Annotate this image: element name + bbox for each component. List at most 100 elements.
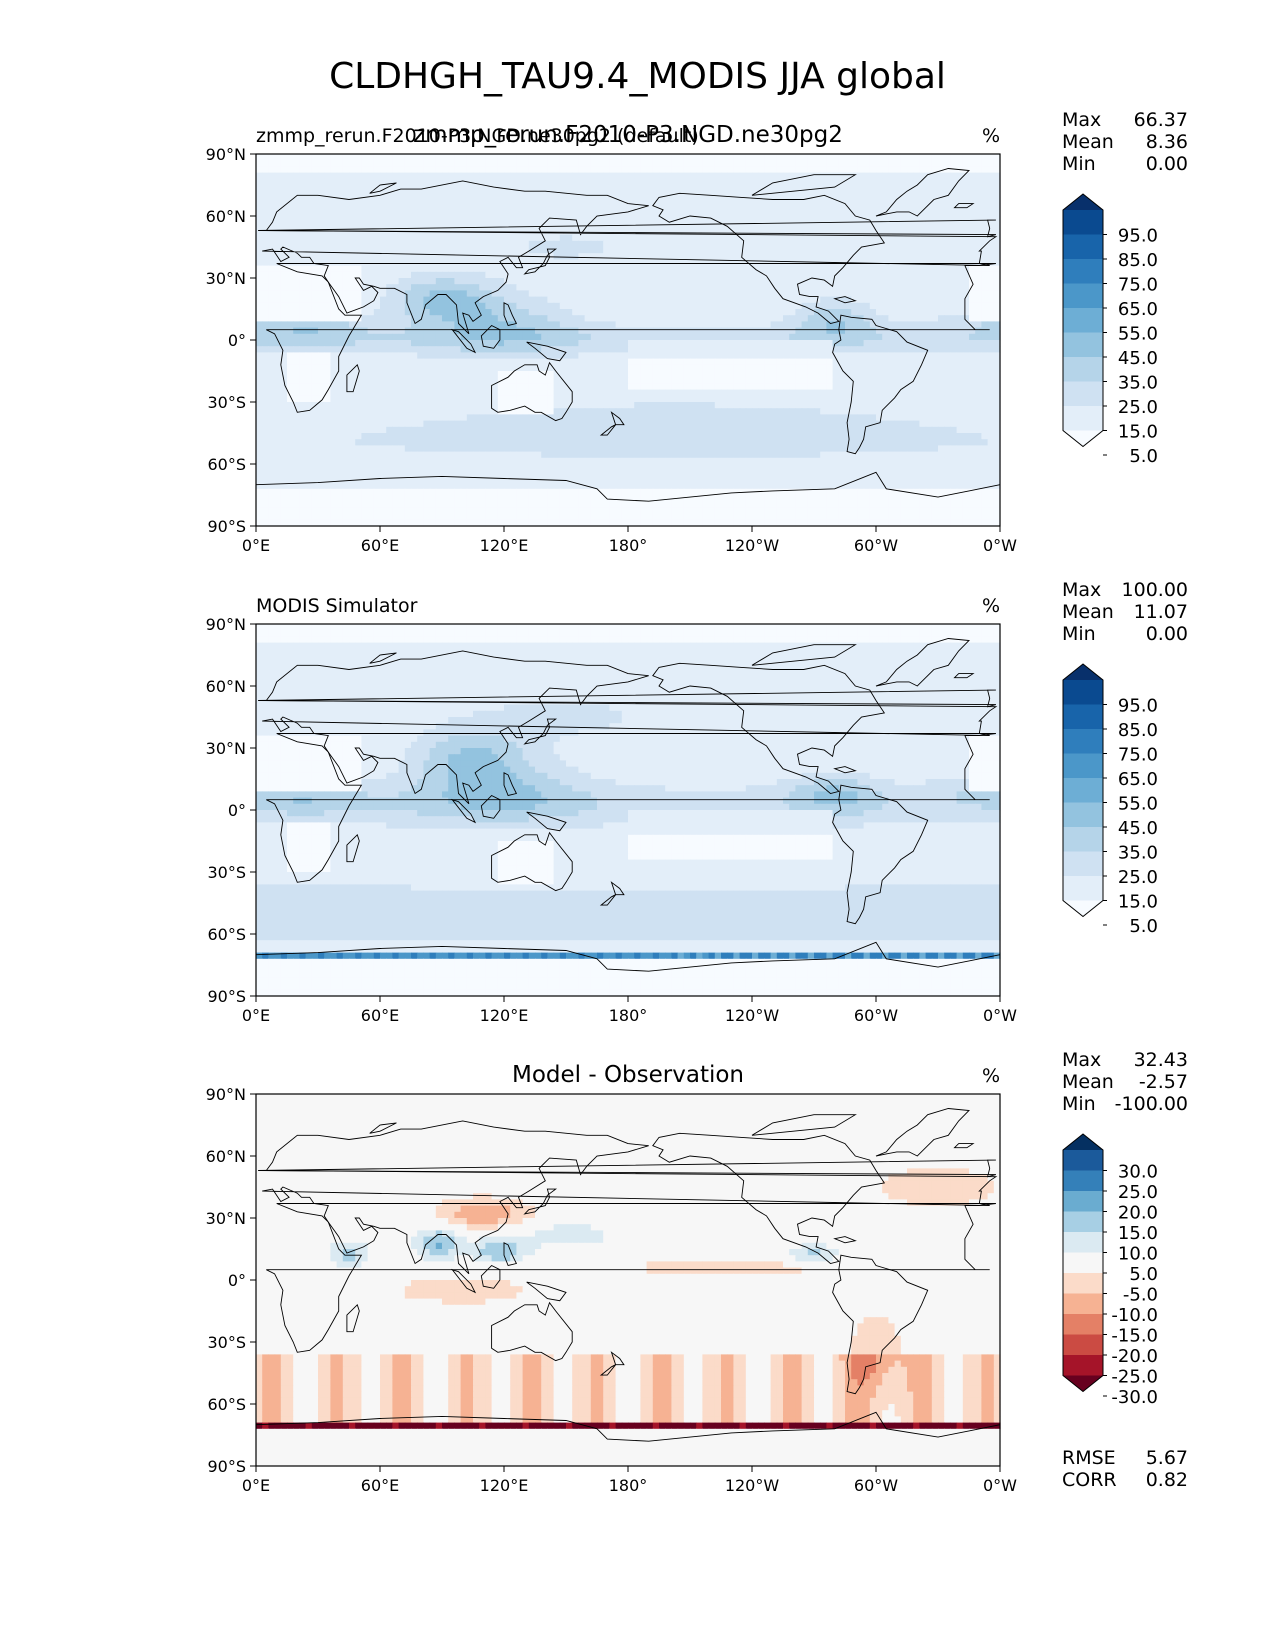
field-cell [709, 185, 716, 192]
field-cell [752, 365, 759, 372]
field-cell [944, 346, 951, 353]
field-cell [895, 241, 902, 248]
field-cell [771, 216, 778, 223]
field-cell [411, 266, 418, 273]
field-cell [287, 185, 294, 192]
field-cell [281, 179, 288, 186]
field-cell [901, 290, 908, 297]
field-cell [647, 235, 654, 242]
field-cell [671, 204, 678, 211]
field-cell [727, 216, 734, 223]
field-cell [795, 272, 802, 279]
field-cell [578, 173, 585, 180]
field-cell [578, 402, 585, 409]
field-cell [944, 284, 951, 291]
field-cell [535, 278, 542, 285]
field-cell [981, 359, 988, 366]
field-cell [721, 352, 728, 359]
field-cell [361, 166, 368, 173]
field-cell [299, 235, 306, 242]
field-cell [386, 197, 393, 204]
field-cell [764, 204, 771, 211]
field-cell [845, 191, 852, 198]
field-cell [318, 222, 325, 229]
field-cell [932, 235, 939, 242]
field-cell [721, 309, 728, 316]
field-cell [981, 309, 988, 316]
field-cell [262, 290, 269, 297]
field-cell [802, 328, 809, 335]
field-cell [566, 321, 573, 328]
field-cell [541, 216, 548, 223]
field-cell [833, 402, 840, 409]
field-cell [777, 253, 784, 260]
field-cell [603, 297, 610, 304]
field-cell [461, 197, 468, 204]
field-cell [851, 284, 858, 291]
field-cell [919, 173, 926, 180]
field-cell [318, 334, 325, 341]
field-cell [795, 309, 802, 316]
field-cell [262, 154, 269, 161]
field-cell [839, 160, 846, 167]
field-cell [287, 272, 294, 279]
field-cell [423, 179, 430, 186]
field-cell [454, 241, 461, 248]
field-cell [814, 222, 821, 229]
field-cell [696, 278, 703, 285]
field-cell [523, 309, 530, 316]
field-cell [659, 365, 666, 372]
field-cell [851, 290, 858, 297]
field-cell [504, 241, 511, 248]
field-cell [566, 154, 573, 161]
field-cell [306, 396, 313, 403]
field-cell [430, 390, 437, 397]
field-cell [628, 303, 635, 310]
field-cell [386, 210, 393, 217]
field-cell [405, 315, 412, 322]
field-cell [442, 383, 449, 390]
field-cell [926, 365, 933, 372]
field-cell [777, 235, 784, 242]
field-cell [715, 278, 722, 285]
field-cell [634, 309, 641, 316]
field-cell [963, 235, 970, 242]
field-cell [963, 210, 970, 217]
field-cell [448, 235, 455, 242]
field-cell [839, 284, 846, 291]
field-cell [411, 340, 418, 347]
field-cell [585, 365, 592, 372]
field-cell [820, 241, 827, 248]
field-cell [368, 197, 375, 204]
field-cell [572, 290, 579, 297]
field-cell [293, 352, 300, 359]
field-cell [541, 377, 548, 384]
field-cell [423, 210, 430, 217]
field-cell [609, 173, 616, 180]
field-cell [442, 235, 449, 242]
field-cell [926, 328, 933, 335]
field-cell [436, 191, 443, 198]
field-cell [665, 315, 672, 322]
field-cell [578, 204, 585, 211]
field-cell [361, 328, 368, 335]
field-cell [324, 340, 331, 347]
field-cell [306, 185, 313, 192]
field-cell [758, 284, 765, 291]
field-cell [411, 303, 418, 310]
field-cell [268, 303, 275, 310]
field-cell [516, 241, 523, 248]
field-cell [405, 284, 412, 291]
field-cell [609, 272, 616, 279]
field-cell [628, 352, 635, 359]
field-cell [492, 185, 499, 192]
field-cell [609, 235, 616, 242]
map-field [256, 154, 1001, 527]
field-cell [405, 321, 412, 328]
field-cell [690, 272, 697, 279]
field-cell [882, 334, 889, 341]
field-cell [709, 321, 716, 328]
field-cell [950, 315, 957, 322]
field-cell [981, 390, 988, 397]
field-cell [361, 204, 368, 211]
